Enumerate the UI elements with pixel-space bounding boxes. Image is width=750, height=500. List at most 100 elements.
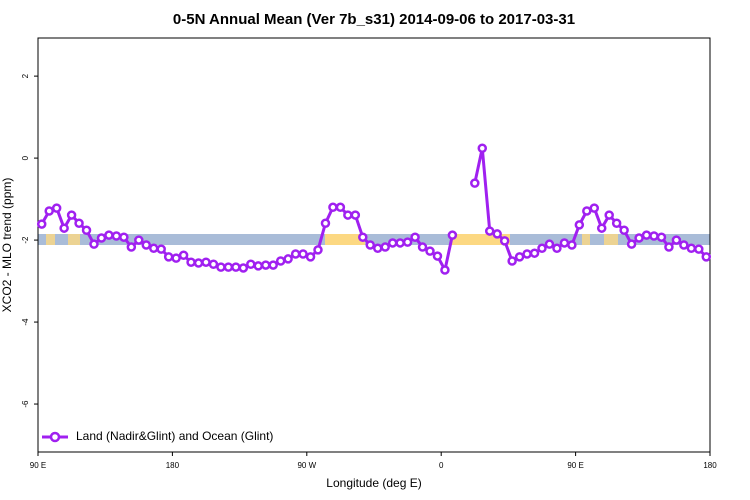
- data-point: [305, 252, 316, 262]
- data-point: [552, 243, 562, 254]
- land-band: [582, 234, 590, 245]
- legend-marker: [49, 431, 61, 443]
- data-point: [328, 202, 338, 213]
- data-point: [492, 229, 502, 239]
- data-point: [522, 249, 532, 259]
- data-point: [313, 245, 323, 255]
- data-point: [380, 242, 390, 252]
- data-point: [574, 220, 585, 230]
- data-point: [253, 261, 264, 271]
- data-point: [537, 243, 547, 254]
- y-tick-label: -6: [21, 400, 30, 408]
- data-point: [44, 206, 54, 216]
- data-point: [372, 243, 383, 254]
- land-band: [325, 234, 365, 245]
- data-point: [619, 225, 629, 235]
- data-point: [260, 260, 271, 270]
- data-point: [432, 251, 443, 261]
- data-point: [290, 249, 301, 259]
- data-point: [208, 259, 219, 270]
- data-point: [51, 203, 62, 213]
- ocean-band: [38, 234, 710, 245]
- data-point: [74, 218, 84, 229]
- data-point: [365, 240, 376, 250]
- data-point: [358, 232, 368, 242]
- data-point: [104, 230, 114, 240]
- legend: Land (Nadir&Glint) and Ocean (Glint): [42, 429, 273, 443]
- data-point: [686, 243, 697, 254]
- data-point: [350, 210, 361, 220]
- data-point: [81, 225, 92, 235]
- data-point: [141, 240, 152, 250]
- data-point: [671, 235, 682, 245]
- data-point: [395, 238, 405, 248]
- data-point: [694, 244, 704, 254]
- x-tick-label: 180: [703, 461, 717, 470]
- data-point: [275, 256, 286, 266]
- data-point: [96, 233, 107, 243]
- data-point: [664, 242, 674, 252]
- data-point: [649, 231, 659, 241]
- data-point: [641, 230, 652, 240]
- x-tick-label: 180: [166, 461, 180, 470]
- data-point: [604, 210, 614, 220]
- data-point: [701, 252, 712, 262]
- data-point: [582, 206, 592, 216]
- data-point: [417, 242, 428, 252]
- chart-title: 0-5N Annual Mean (Ver 7b_s31) 2014-09-06…: [173, 11, 575, 28]
- data-point: [238, 263, 249, 273]
- x-tick-label: 90 W: [297, 461, 316, 470]
- data-point: [66, 210, 77, 220]
- x-tick-label: 90 E: [30, 461, 46, 470]
- data-point: [529, 248, 540, 258]
- y-tick-label: 0: [21, 155, 30, 160]
- data-point: [596, 223, 607, 233]
- data-point: [477, 143, 488, 154]
- data-point: [634, 233, 644, 243]
- data-point: [567, 240, 577, 250]
- x-tick-label: 90 E: [567, 461, 583, 470]
- data-point: [425, 246, 435, 256]
- y-tick-label: -4: [21, 318, 30, 326]
- y-tick-label: 2: [21, 73, 30, 78]
- data-point: [268, 260, 278, 270]
- data-point: [343, 210, 353, 220]
- land-band: [604, 234, 618, 245]
- data-point: [134, 235, 144, 245]
- data-point: [36, 219, 47, 229]
- data-point: [171, 253, 181, 263]
- data-point: [589, 203, 600, 213]
- data-point: [246, 259, 256, 270]
- data-point: [656, 232, 667, 242]
- data-point: [470, 178, 480, 188]
- data-point: [544, 239, 555, 249]
- x-axis-label: Longitude (deg E): [326, 476, 421, 490]
- data-point: [178, 250, 189, 260]
- data-point: [201, 257, 211, 267]
- data-point: [410, 232, 420, 242]
- data-point: [156, 244, 166, 254]
- data-point: [507, 256, 517, 266]
- data-point: [440, 265, 450, 275]
- data-point: [679, 240, 689, 250]
- legend-label: Land (Nadir&Glint) and Ocean (Glint): [76, 429, 273, 443]
- data-point: [126, 242, 137, 252]
- data-point: [447, 230, 458, 240]
- data-point: [320, 218, 331, 229]
- data-point: [59, 223, 69, 233]
- data-point: [216, 262, 226, 272]
- data-point: [148, 243, 159, 254]
- x-tick-label: 0: [439, 461, 444, 470]
- land-band: [46, 234, 55, 245]
- data-point: [119, 232, 129, 242]
- y-tick-label: -2: [21, 236, 30, 244]
- data-point: [387, 238, 398, 248]
- land-band: [68, 234, 80, 245]
- data-point: [193, 258, 204, 268]
- data-point: [514, 252, 525, 262]
- series-line: [40, 147, 708, 275]
- data-point: [298, 249, 308, 259]
- data-point: [111, 231, 122, 241]
- data-point: [186, 257, 196, 267]
